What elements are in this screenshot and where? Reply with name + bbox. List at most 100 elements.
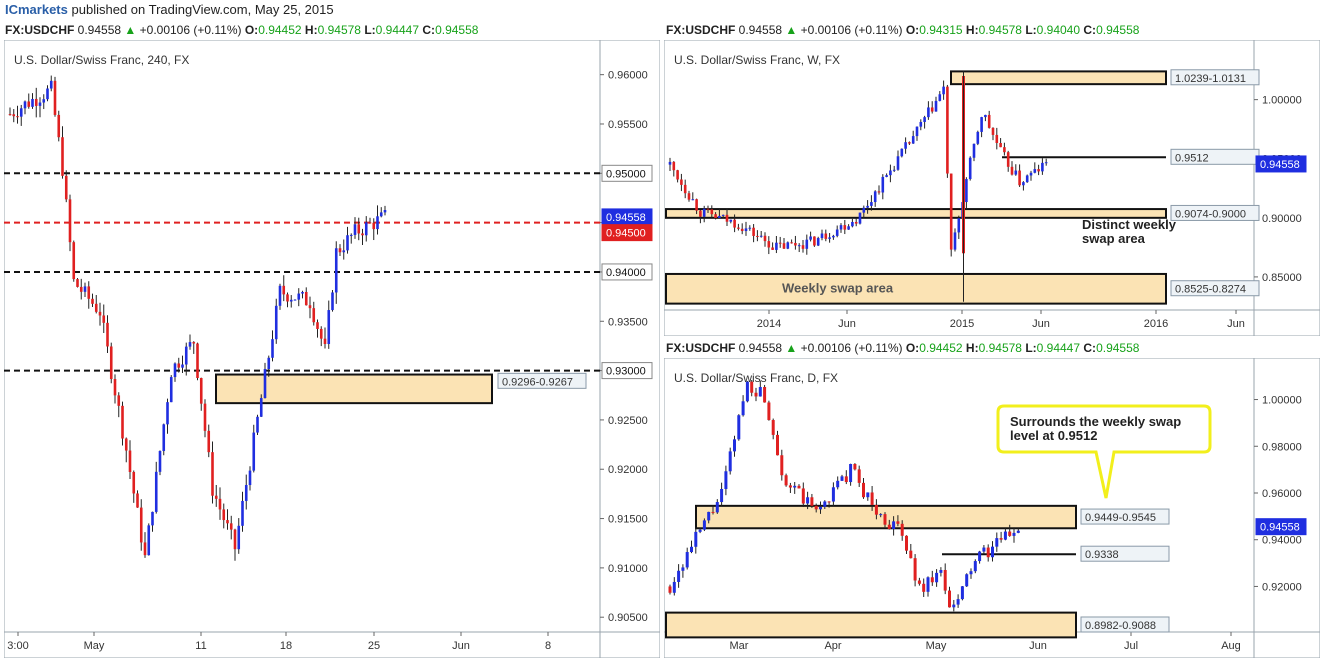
change: +0.00106 (+0.11%) [800, 23, 903, 37]
up-arrow-icon: ▲ [785, 341, 798, 355]
candle-body [1018, 170, 1021, 186]
candle-body [211, 452, 214, 496]
candle-body [147, 525, 151, 556]
candle-body [113, 379, 117, 396]
candle-body [879, 514, 883, 516]
h-label: H: [304, 23, 318, 37]
candle-body [943, 569, 947, 591]
candle-body [957, 218, 961, 233]
candle-body [83, 286, 87, 292]
candle-body [1041, 162, 1044, 172]
candle-body [278, 285, 282, 306]
candle-body [1012, 532, 1016, 536]
candle-body [980, 117, 983, 132]
candle-body [263, 369, 267, 399]
candle-body [267, 357, 271, 370]
daily-chart[interactable]: U.S. Dollar/Swiss Franc, D, FX 1.00000 0.9… [664, 358, 1320, 658]
chart-title: U.S. Dollar/Swiss Franc, W, FX [674, 53, 840, 67]
candle-body [76, 279, 79, 287]
zone-bot-label-box [1170, 280, 1260, 297]
c-label: C: [1083, 23, 1097, 37]
x-tick-label: Apr [824, 640, 841, 652]
candle-body [241, 500, 244, 526]
y-tick-label: 0.93500 [608, 316, 648, 328]
candle-body [737, 227, 740, 229]
x-tick-label: Mar [730, 640, 749, 652]
candle-body [372, 222, 376, 230]
candle-body [72, 242, 76, 280]
high-value: 0.94578 [978, 23, 1022, 37]
candle-body [849, 464, 853, 483]
brand-name[interactable]: ICmarkets [5, 2, 68, 17]
y-tick-label: 0.91500 [608, 514, 648, 526]
candle-body [1044, 162, 1048, 164]
candle-body [1008, 531, 1012, 536]
zone-mid-label-box [1170, 204, 1260, 221]
weekly-ohlc-header: FX:USDCHF 0.94558 ▲ +0.00106 (+0.11%) O:… [666, 20, 1139, 40]
candle-body [892, 521, 896, 530]
candle-body [132, 471, 136, 494]
weekly-chart[interactable]: U.S. Dollar/Swiss Franc, W, FX 1.00000 0.9… [664, 40, 1320, 336]
candle-body [64, 175, 68, 200]
candle-body [349, 234, 353, 236]
candle-body [698, 529, 702, 532]
h4-chart[interactable]: U.S. Dollar/Swiss Franc, 240, FX 0.96000 0… [4, 40, 660, 658]
c-label: C: [1083, 341, 1097, 355]
candle-body [754, 392, 758, 397]
y-tick-label: 0.85000 [1262, 272, 1302, 284]
candle-body [361, 233, 364, 236]
candle-body [805, 239, 809, 249]
close-value: 0.94558 [1096, 23, 1140, 37]
candle-body [46, 88, 49, 100]
candle-body [756, 235, 759, 237]
candle-body [8, 114, 12, 116]
candle-body [38, 102, 42, 106]
candle-body [237, 525, 241, 550]
candle-body [866, 492, 870, 498]
candle-body [883, 514, 887, 525]
candle-body [672, 161, 676, 171]
candle-body [181, 364, 184, 368]
symbol: FX:USDCHF [666, 341, 736, 355]
candle-body [710, 209, 714, 215]
candle-body [139, 507, 143, 543]
low-value: 0.94040 [1036, 23, 1081, 37]
level-label-box [1080, 545, 1170, 562]
h-label: H: [965, 341, 979, 355]
candle-body [695, 199, 698, 211]
candle-body [771, 247, 774, 250]
candle-body [222, 509, 226, 521]
candle-body [752, 227, 755, 236]
candle-body [956, 599, 960, 605]
annotation-line-1: Distinct weekly [1082, 217, 1177, 232]
candle-body [797, 245, 801, 247]
candle-body [948, 590, 951, 608]
x-tick-label: 18 [280, 640, 292, 652]
x-tick-label: 11 [195, 640, 206, 652]
candle-body [301, 291, 304, 294]
candle-body [331, 292, 334, 311]
last-price-tag-bg [1255, 518, 1307, 536]
candle-body [806, 497, 810, 504]
x-tick-label: Jun [1032, 318, 1050, 330]
candle-body [49, 80, 53, 89]
x-tick-label: Jun [838, 318, 856, 330]
candle-body [885, 175, 888, 177]
candle-body [987, 114, 991, 128]
candle-body [53, 80, 57, 115]
candle-body [353, 224, 357, 235]
candle-body [969, 571, 973, 575]
candle-body [233, 529, 237, 550]
last-price-tag: 0.94558 [1260, 159, 1300, 171]
candle-body [1025, 175, 1029, 183]
candle-body [942, 86, 945, 95]
chart-title: U.S. Dollar/Swiss Franc, 240, FX [14, 53, 189, 67]
candle-body [687, 193, 691, 200]
candle-body [196, 343, 199, 378]
candle-body [919, 121, 923, 127]
candle-body [797, 485, 801, 489]
candle-body [173, 363, 177, 378]
candle-body [767, 402, 771, 421]
change: +0.00106 (+0.11%) [139, 23, 242, 37]
candle-body [166, 402, 169, 425]
